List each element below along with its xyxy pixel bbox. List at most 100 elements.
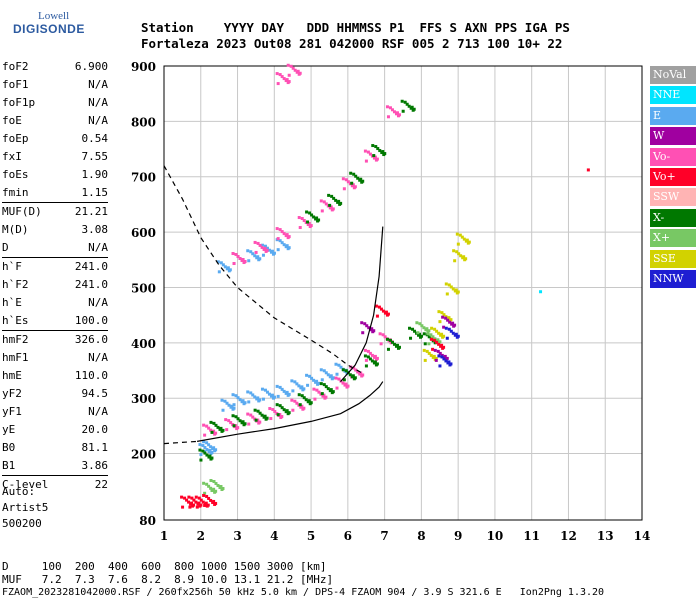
echo-point: [241, 420, 245, 424]
echo-point: [319, 382, 323, 386]
echo-point: [353, 185, 357, 189]
echo-point: [243, 260, 247, 264]
y-tick-label: 200: [131, 448, 156, 462]
echo-point: [442, 345, 446, 349]
echo-point: [293, 68, 297, 72]
echo-point: [368, 152, 372, 156]
echo-point: [247, 259, 251, 263]
echo-point: [287, 392, 291, 396]
echo-point: [331, 390, 335, 394]
echo-point: [373, 354, 377, 358]
param-row: hmF1 N/A: [2, 349, 108, 367]
param-key: fmin: [2, 186, 29, 199]
echo-point: [243, 401, 247, 405]
echo-point: [203, 433, 207, 437]
echo-point: [273, 410, 277, 414]
logo-line2: DIGISONDE: [13, 22, 85, 36]
ionogram-chart: 1 2 3 4 5 6 7 8 9 10 11 12 13 14802003004005006007008…: [131, 60, 650, 543]
echo-point: [214, 482, 218, 486]
echo-point: [260, 245, 264, 249]
echo-point: [267, 248, 271, 252]
x-tick-label: 2: [197, 529, 205, 543]
echo-point: [271, 408, 275, 412]
echo-point: [238, 398, 242, 402]
param-key: C-level: [2, 478, 49, 491]
param-value: N/A: [88, 241, 108, 254]
param-row: fmin 1.15: [2, 184, 108, 202]
param-row: fxI 7.55: [2, 148, 108, 166]
param-value: N/A: [88, 405, 108, 418]
echo-point: [315, 388, 319, 392]
echo-point: [205, 448, 209, 452]
echo-point: [349, 171, 353, 175]
footer-line2: MUF 7.2 7.3 7.6 8.2 8.9 10.0 13.1 21.2 […: [2, 573, 334, 586]
echo-point: [305, 210, 309, 214]
echo-point: [194, 495, 198, 499]
echo-point: [427, 342, 431, 346]
electron-density-profile: [196, 381, 384, 442]
echo-point: [350, 181, 354, 185]
echo-point: [307, 222, 311, 226]
echo-point: [251, 415, 255, 419]
echo-point: [293, 399, 297, 403]
echo-point: [324, 385, 328, 389]
param-separator: [2, 257, 108, 258]
echo-point: [327, 193, 331, 197]
echo-point: [434, 356, 438, 360]
parameter-table: foF2 6.900 foF1 N/A foF1p N/A foE N/A foEp 0.54 fx…: [2, 58, 108, 494]
x-tick-label: 13: [597, 529, 614, 543]
echo-point: [263, 414, 267, 418]
echo-point: [278, 385, 282, 389]
echo-point: [209, 445, 213, 449]
echo-point: [270, 249, 274, 253]
legend-item-e: E: [650, 106, 696, 125]
autoscaling-info: Auto: Artist5 500200: [2, 484, 48, 532]
echo-point: [334, 376, 338, 380]
echo-point: [454, 288, 458, 292]
echo-point: [223, 399, 227, 403]
echo-point: [442, 325, 446, 329]
echo-point: [449, 285, 453, 289]
echo-point: [395, 343, 399, 347]
echo-point: [297, 216, 301, 220]
param-value: N/A: [88, 351, 108, 364]
echo-point: [460, 235, 464, 239]
echo-point: [435, 329, 439, 333]
echo-point: [440, 332, 444, 336]
echo-point: [449, 329, 453, 333]
echo-point: [300, 394, 304, 398]
echo-point: [385, 105, 389, 109]
echo-point: [319, 199, 323, 203]
echo-point: [352, 366, 356, 370]
echo-point: [386, 312, 390, 316]
echo-point: [539, 290, 543, 294]
echo-point: [431, 335, 435, 339]
echo-point: [413, 329, 417, 333]
echo-point: [210, 456, 214, 460]
echo-point: [442, 334, 446, 338]
param-value: 21.21: [74, 205, 108, 218]
echo-point: [437, 331, 441, 335]
echo-point: [205, 441, 209, 445]
echo-point: [457, 252, 461, 256]
echo-point: [433, 338, 437, 342]
echo-point: [202, 440, 206, 444]
echo-point: [322, 383, 326, 387]
echo-point: [202, 493, 206, 497]
echo-point: [429, 353, 433, 357]
param-key: hmF2: [2, 333, 29, 346]
echo-point: [207, 484, 211, 488]
echo-point: [361, 179, 365, 183]
param-value: N/A: [88, 78, 108, 91]
echo-point: [422, 348, 426, 352]
param-key: foF2: [2, 60, 29, 73]
param-row: h`F 241.0: [2, 258, 108, 276]
echo-point: [385, 337, 389, 341]
echo-point: [360, 321, 364, 325]
echo-point: [436, 338, 440, 342]
legend-item-noval: NoVal: [650, 66, 696, 84]
echo-point: [232, 406, 236, 410]
echo-point: [246, 249, 250, 253]
param-key: foEs: [2, 168, 29, 181]
echo-point: [386, 115, 390, 119]
